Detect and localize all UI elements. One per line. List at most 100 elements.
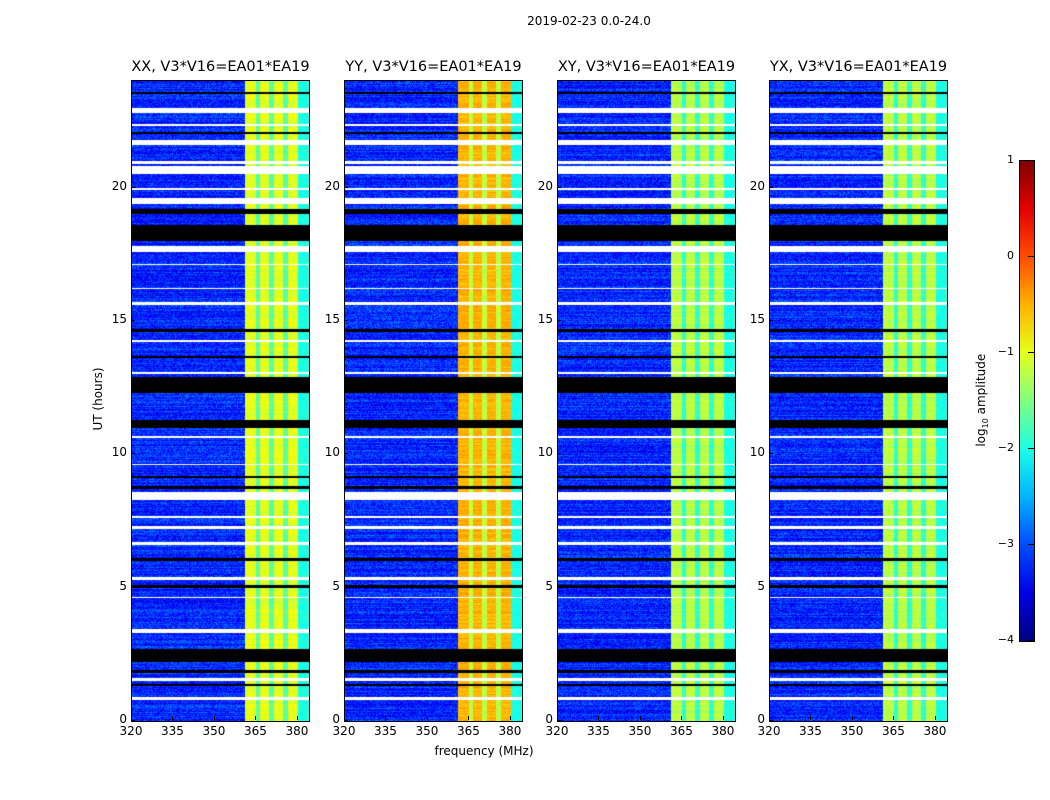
y-tick-label: 20 [111, 178, 127, 193]
x-tick-label: 380 [285, 724, 309, 738]
colorbar-tick-label: −1 [997, 345, 1014, 358]
y-tick-mark [131, 586, 135, 588]
colorbar-tick-label: 0 [1007, 249, 1014, 262]
x-tick-label: 320 [119, 724, 143, 738]
colorbar-tick-mark [1028, 160, 1034, 161]
heatmap-image [345, 81, 522, 721]
x-tick-label: 335 [799, 724, 822, 738]
y-tick-label: 10 [537, 445, 553, 460]
x-tick-mark [893, 716, 895, 720]
y-tick-mark [557, 720, 561, 721]
x-axis-label: frequency (MHz) [434, 744, 534, 758]
x-tick-label: 365 [882, 724, 905, 738]
y-tick-mark [557, 320, 561, 321]
x-tick-label: 365 [670, 724, 693, 738]
x-tick-mark [385, 716, 387, 720]
colorbar-tick-mark [1028, 352, 1034, 353]
colorbar-label-rest: amplitude [973, 353, 988, 419]
y-tick-label: 10 [324, 445, 340, 460]
x-tick-label: 350 [628, 724, 652, 738]
y-tick-mark [769, 586, 773, 588]
y-tick-mark [344, 453, 348, 455]
heatmap-panel: XY, V3*V16=EA01*EA19 [557, 59, 736, 722]
x-tick-mark [509, 716, 511, 720]
y-tick-mark [131, 320, 135, 321]
y-tick-mark [131, 186, 135, 188]
x-tick-label: 350 [840, 724, 864, 738]
x-tick-mark [681, 716, 683, 720]
y-tick-mark [769, 720, 773, 721]
y-tick-label: 20 [324, 178, 340, 193]
colorbar-tick-mark [1028, 448, 1034, 449]
x-tick-mark [769, 716, 770, 720]
x-tick-mark [172, 716, 174, 720]
y-tick-label: 20 [537, 178, 553, 193]
y-tick-mark [344, 186, 348, 188]
x-tick-mark [131, 716, 132, 720]
y-tick-mark [344, 320, 348, 321]
x-tick-mark [468, 716, 470, 720]
colorbar-tick-mark [1028, 544, 1034, 545]
x-tick-label: 350 [202, 724, 226, 738]
x-tick-label: 365 [457, 724, 480, 738]
colorbar-tick-label: −2 [997, 441, 1014, 454]
y-tick-mark [557, 586, 561, 588]
y-tick-label: 10 [749, 445, 765, 460]
heatmap-image [132, 81, 309, 721]
colorbar-tick-label: −4 [997, 633, 1014, 646]
y-tick-mark [769, 320, 773, 321]
colorbar-label: log10 amplitude [974, 340, 990, 460]
colorbar-label-log: log [973, 428, 988, 447]
y-tick-label: 10 [111, 445, 127, 460]
heatmap-panel: XX, V3*V16=EA01*EA19 [131, 59, 310, 722]
x-tick-mark [934, 716, 936, 720]
y-tick-label: 5 [757, 578, 765, 593]
x-tick-mark [255, 716, 257, 720]
heatmap-image [770, 81, 947, 721]
y-tick-label: 5 [332, 578, 340, 593]
x-tick-mark [598, 716, 600, 720]
x-tick-label: 320 [757, 724, 781, 738]
x-tick-mark [810, 716, 812, 720]
x-tick-label: 380 [923, 724, 947, 738]
colorbar [1019, 160, 1035, 642]
y-tick-label: 5 [119, 578, 127, 593]
y-tick-label: 0 [119, 712, 127, 726]
y-tick-label: 15 [537, 312, 553, 326]
x-tick-mark [722, 716, 724, 720]
x-tick-mark [557, 716, 558, 720]
y-tick-mark [557, 186, 561, 188]
y-tick-mark [769, 186, 773, 188]
panel-title: XY, V3*V16=EA01*EA19 [557, 59, 736, 75]
y-tick-mark [769, 453, 773, 455]
y-tick-label: 15 [111, 312, 127, 326]
x-tick-label: 320 [545, 724, 569, 738]
x-tick-label: 365 [244, 724, 267, 738]
x-tick-label: 335 [587, 724, 610, 738]
panel-title: YX, V3*V16=EA01*EA19 [769, 59, 948, 75]
y-tick-label: 0 [545, 712, 553, 726]
x-tick-label: 380 [711, 724, 735, 738]
heatmap-panel: YX, V3*V16=EA01*EA19 [769, 59, 948, 722]
colorbar-tick-mark [1028, 256, 1034, 257]
x-tick-label: 380 [498, 724, 522, 738]
panel-title: XX, V3*V16=EA01*EA19 [131, 59, 310, 75]
x-tick-label: 320 [332, 724, 356, 738]
x-tick-label: 335 [374, 724, 397, 738]
x-tick-label: 350 [415, 724, 439, 738]
y-tick-mark [344, 586, 348, 588]
y-tick-label: 0 [757, 712, 765, 726]
x-tick-mark [851, 716, 853, 720]
x-tick-mark [296, 716, 298, 720]
y-tick-mark [131, 453, 135, 455]
x-tick-mark [426, 716, 428, 720]
figure-title: 2019-02-23 0.0-24.0 [527, 14, 651, 28]
y-tick-mark [557, 453, 561, 455]
x-tick-mark [344, 716, 345, 720]
x-tick-mark [213, 716, 215, 720]
heatmap-panel: YY, V3*V16=EA01*EA19 [344, 59, 523, 722]
y-tick-label: 15 [749, 312, 765, 326]
colorbar-label-sub: 10 [981, 418, 991, 429]
x-tick-mark [639, 716, 641, 720]
y-tick-mark [131, 720, 135, 721]
